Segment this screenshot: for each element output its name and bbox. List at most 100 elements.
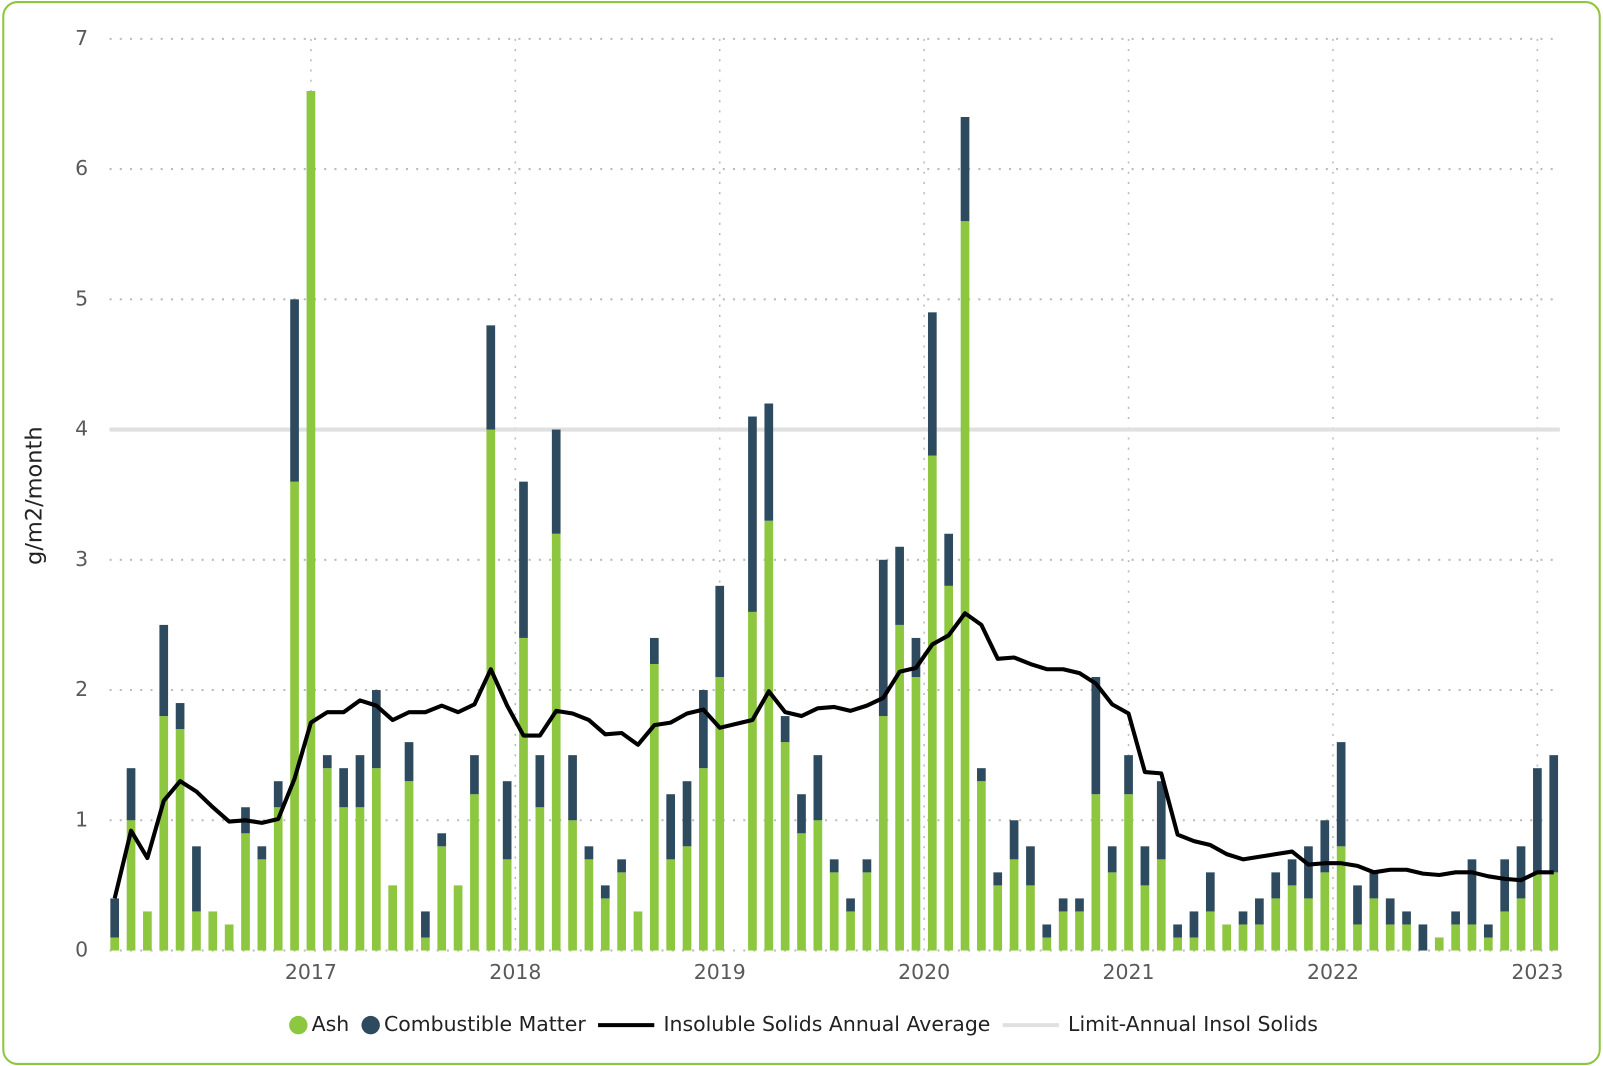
bar: [1009, 859, 1019, 951]
bar: [1549, 755, 1559, 873]
bar: [1042, 937, 1052, 951]
bar: [829, 859, 839, 873]
bar: [600, 898, 610, 951]
bar: [1304, 846, 1313, 899]
bar: [1189, 911, 1199, 938]
bar: [1402, 924, 1411, 951]
bar: [371, 690, 381, 769]
bar: [1058, 898, 1068, 912]
y-tick-label: 3: [75, 547, 88, 571]
bar: [715, 677, 725, 951]
bar: [617, 872, 626, 951]
bar: [666, 794, 676, 860]
bar: [862, 872, 872, 951]
bar: [1255, 898, 1264, 925]
bar: [600, 885, 610, 899]
bar: [322, 755, 332, 769]
bar: [1156, 781, 1166, 860]
bar: [764, 403, 774, 521]
bar: [208, 911, 218, 951]
y-tick-label: 1: [75, 807, 88, 831]
bar: [1238, 924, 1248, 951]
bar: [519, 481, 528, 638]
bar: [143, 911, 152, 951]
bar: [584, 846, 594, 860]
bar: [1385, 924, 1395, 951]
bar: [666, 859, 676, 951]
bar: [502, 781, 512, 860]
bar: [1483, 924, 1493, 938]
bar: [502, 859, 512, 951]
legend-label: Insoluble Solids Annual Average: [663, 1012, 990, 1036]
bar: [1205, 911, 1215, 951]
bar: [551, 429, 561, 534]
bar: [895, 546, 904, 625]
bar: [1238, 911, 1248, 925]
bar: [1385, 898, 1395, 925]
bar: [470, 794, 479, 951]
bar: [175, 729, 185, 951]
line: [112, 611, 1554, 899]
bar: [257, 859, 267, 951]
bar: [192, 911, 201, 951]
bar: [649, 663, 659, 951]
bar: [780, 716, 790, 743]
bar: [1075, 911, 1084, 951]
x-tick-label: 2018: [489, 960, 541, 984]
x-tick-label: 2023: [1511, 960, 1563, 984]
bar: [470, 755, 479, 795]
bar: [437, 833, 447, 847]
bar: [388, 885, 398, 951]
bar: [1107, 872, 1117, 951]
bar: [1091, 794, 1101, 951]
legend-symbol: [289, 1015, 308, 1035]
bar: [126, 768, 136, 821]
bar: [1418, 924, 1428, 951]
x-tick-label: 2019: [694, 960, 746, 984]
bar: [241, 833, 250, 951]
bar: [960, 116, 970, 222]
bar: [1287, 885, 1297, 951]
bar: [813, 755, 823, 821]
bar: [813, 820, 823, 951]
bar: [1369, 898, 1379, 951]
bar: [878, 559, 888, 717]
legend-label: Combustible Matter: [384, 1012, 586, 1036]
bar: [290, 299, 299, 482]
bar: [862, 859, 872, 873]
bar: [568, 755, 577, 821]
bar: [159, 624, 169, 717]
bar: [339, 768, 348, 808]
y-tick-label: 2: [75, 677, 88, 701]
bar: [486, 325, 496, 430]
bar: [1549, 872, 1559, 951]
bar: [1271, 898, 1281, 951]
bar: [944, 533, 954, 586]
bar: [927, 312, 937, 456]
bar: [290, 481, 299, 951]
y-tick-label: 4: [75, 417, 88, 441]
bar: [1124, 755, 1133, 795]
bar: [764, 520, 774, 951]
bar: [699, 768, 708, 951]
bar: [404, 742, 414, 782]
bar: [1320, 820, 1330, 873]
bar: [1189, 937, 1199, 951]
bar: [1467, 859, 1477, 925]
bar: [1058, 911, 1068, 951]
bar: [1434, 937, 1444, 951]
x-tick-label: 2020: [898, 960, 950, 984]
bar: [535, 807, 545, 951]
bar: [1026, 885, 1035, 951]
bar: [1500, 859, 1510, 912]
bar: [682, 781, 692, 847]
bar: [878, 716, 888, 951]
bar: [1369, 872, 1379, 899]
bar: [110, 898, 120, 938]
bar: [682, 846, 692, 951]
bar: [1156, 859, 1166, 951]
bar: [1353, 924, 1362, 951]
bar: [453, 885, 463, 951]
bar: [1287, 859, 1297, 886]
